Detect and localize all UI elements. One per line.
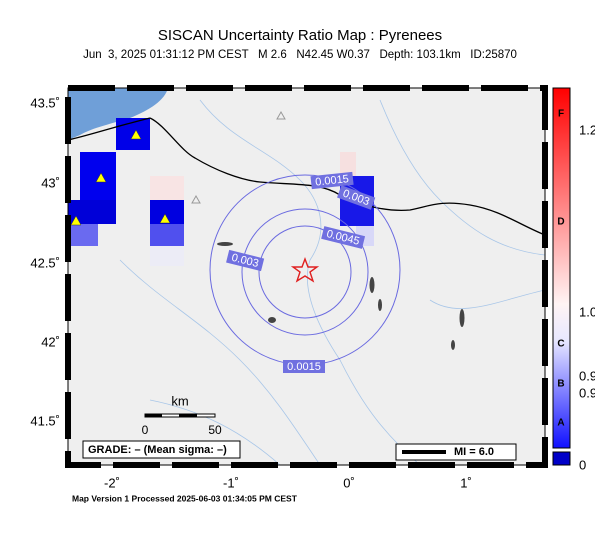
rivers: [119, 99, 545, 465]
label-box: [283, 360, 325, 373]
lon-tick-label: -1˚: [223, 475, 239, 490]
scale-seg: [145, 414, 162, 417]
lake: [451, 340, 455, 350]
grade-letter: C: [557, 339, 564, 350]
cell: [340, 152, 356, 176]
river: [429, 289, 545, 309]
lat-tick-label: 43˚: [41, 175, 60, 190]
grade-box: [82, 440, 241, 459]
grade-letter: B: [557, 379, 564, 390]
station: [276, 110, 286, 120]
mi-box: [395, 443, 517, 461]
footer: Map Version 1 Processed 2025-06-03 01:34…: [72, 493, 298, 503]
cell: [150, 224, 184, 246]
lat-ticks: 43.5˚ 43˚ 42.5˚ 42˚ 41.5˚: [30, 95, 60, 428]
label-box: [226, 249, 265, 272]
cell: [150, 246, 184, 266]
lake: [268, 317, 276, 323]
colorbar-label: 1.2: [579, 122, 595, 137]
stations: [70, 110, 286, 226]
river: [149, 399, 281, 465]
river: [199, 99, 421, 465]
lon-tick-label: 1˚: [460, 475, 472, 490]
cell: [116, 118, 150, 150]
epicenter: [290, 257, 320, 283]
lake: [217, 242, 233, 246]
scale-bar: km 0 50: [142, 393, 222, 437]
lat-tick-label: 42.5˚: [30, 255, 60, 270]
colorbar-zero: [552, 451, 571, 466]
grade-letter: A: [557, 418, 564, 429]
river: [119, 259, 321, 465]
contour-label: 0.0015: [287, 361, 321, 373]
label-box: [321, 226, 366, 249]
label-box: [337, 185, 376, 210]
scale-end: 50: [208, 423, 222, 437]
colorbar-label: 0: [579, 457, 586, 472]
lat-tick-label: 42˚: [41, 334, 60, 349]
grade-letter: D: [557, 217, 564, 228]
label-box: [310, 171, 354, 190]
cell: [80, 152, 116, 200]
lat-tick-label: 41.5˚: [30, 413, 60, 428]
mi-text: MI = 6.0: [454, 446, 494, 458]
station: [191, 194, 201, 204]
map-frame: [67, 87, 546, 466]
lon-ticks: -2˚ -1˚ 0˚ 1˚: [104, 475, 472, 490]
cell: [150, 176, 184, 200]
contours: [209, 174, 401, 366]
subtitle: Jun 3, 2025 01:31:12 PM CEST M 2.6 N42.4…: [83, 49, 517, 61]
reservoirs: [217, 242, 465, 350]
grade-letter: F: [558, 109, 564, 120]
title: SISCAN Uncertainty Ratio Map : Pyrenees: [158, 27, 442, 44]
grade-text: GRADE: – (Mean sigma: –): [88, 444, 227, 456]
colorbar: F D C B A 1.2 1.0 0.9 0.9 0: [552, 87, 595, 472]
contour-label: 0.0015: [315, 173, 350, 188]
station: [70, 215, 82, 226]
scale-seg: [179, 414, 197, 417]
lake: [378, 299, 382, 311]
colorbar-label: 0.9: [579, 368, 595, 383]
scale-unit: km: [171, 393, 188, 408]
lake: [459, 309, 465, 327]
station: [95, 172, 107, 183]
lon-tick-label: -2˚: [104, 475, 120, 490]
scale-start: 0: [142, 423, 149, 437]
map-area: 0.0015 0.003 0.0045 0.003 0.0015 km 0 50: [68, 88, 545, 465]
river: [379, 99, 545, 256]
contour: [258, 225, 352, 319]
station: [130, 129, 142, 140]
colorbar-gradient: [552, 87, 571, 449]
colorbar-label: 1.0: [579, 304, 595, 319]
colorbar-label: 0.9: [579, 385, 595, 400]
station: [159, 213, 171, 224]
lon-tick-label: 0˚: [343, 475, 355, 490]
contour: [241, 208, 369, 336]
cell: [68, 224, 98, 246]
sea: [68, 88, 168, 140]
coast: [68, 117, 151, 141]
lat-tick-label: 43.5˚: [30, 95, 60, 110]
lake: [369, 277, 375, 293]
